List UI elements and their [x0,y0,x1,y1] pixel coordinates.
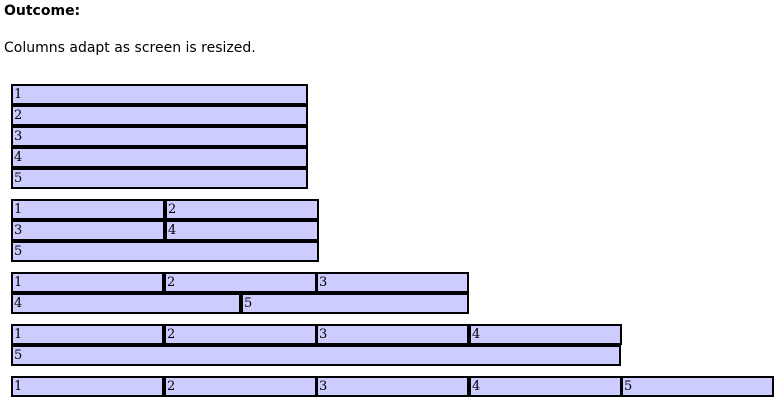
grid-cell: 3 [11,126,308,147]
grid-cell: 1 [11,324,164,345]
grid-cell: 2 [164,376,317,397]
grid-row: 2 [11,105,308,126]
grid-cell: 5 [621,376,774,397]
grid-cell: 4 [11,147,308,168]
outcome-description: Columns adapt as screen is resized. [4,40,256,56]
outcome-heading: Outcome: [4,3,81,19]
grid-cell: 3 [316,324,469,345]
grid-row: 5 [11,345,621,366]
grid-cell: 5 [11,168,308,189]
grid-cell: 3 [11,220,165,241]
grid-row: 5 [11,168,308,189]
grid-cell: 4 [11,293,241,314]
grid-cell: 3 [316,272,469,293]
grid-cell: 4 [165,220,319,241]
grid-row: 5 [11,241,319,262]
grid-cell: 1 [11,84,308,105]
grid-row: 3 [11,126,308,147]
grid-cell: 2 [164,272,317,293]
grid-cell: 1 [11,376,164,397]
grid-cell: 5 [11,345,621,366]
grid-cell: 1 [11,272,164,293]
grid-cell: 2 [164,324,317,345]
grid-row: 4 [11,147,308,168]
grid-cell: 3 [316,376,469,397]
grid-cell: 4 [469,376,622,397]
grid-row: 1 [11,84,308,105]
grid-cell: 2 [11,105,308,126]
grid-cell: 4 [469,324,622,345]
grid-cell: 5 [11,241,319,262]
grid-cell: 1 [11,199,165,220]
grid-cell: 5 [241,293,469,314]
grid-cell: 2 [165,199,319,220]
